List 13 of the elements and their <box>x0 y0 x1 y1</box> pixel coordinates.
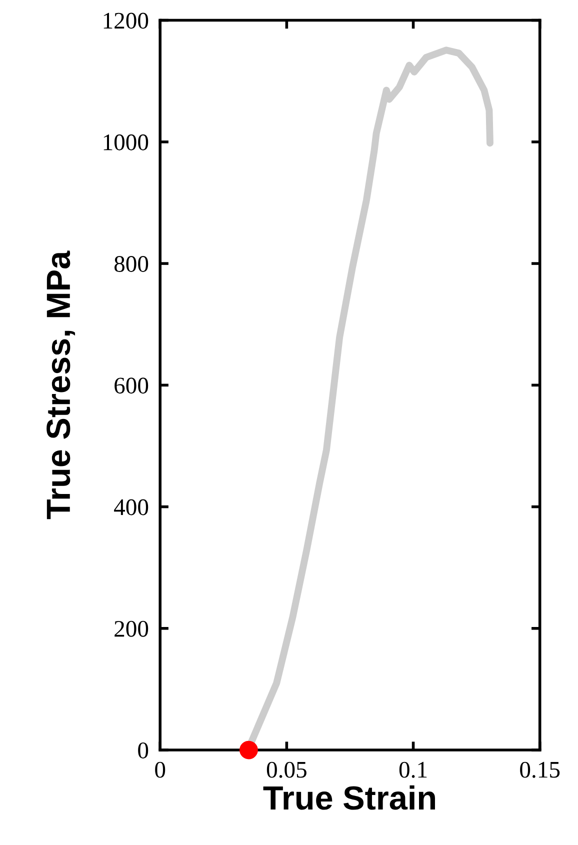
x-axis-title: True Strain <box>263 785 435 810</box>
x-tick-label: 0.15 <box>520 762 560 778</box>
x-tick-label: 0 <box>155 762 166 778</box>
y-tick-label: 1200 <box>104 12 148 29</box>
y-tick-label: 600 <box>114 378 148 394</box>
y-tick-label: 200 <box>114 620 148 637</box>
y-tick-label: 400 <box>114 499 148 516</box>
y-tick-label: 800 <box>114 256 148 272</box>
y-axis-title: True Stress, MPa <box>46 250 76 520</box>
y-tick-label: 0 <box>138 742 148 758</box>
x-tick-label: 0.05 <box>266 762 306 778</box>
x-tick-label: 0.1 <box>399 762 427 778</box>
y-tick-label: 1000 <box>104 134 148 150</box>
